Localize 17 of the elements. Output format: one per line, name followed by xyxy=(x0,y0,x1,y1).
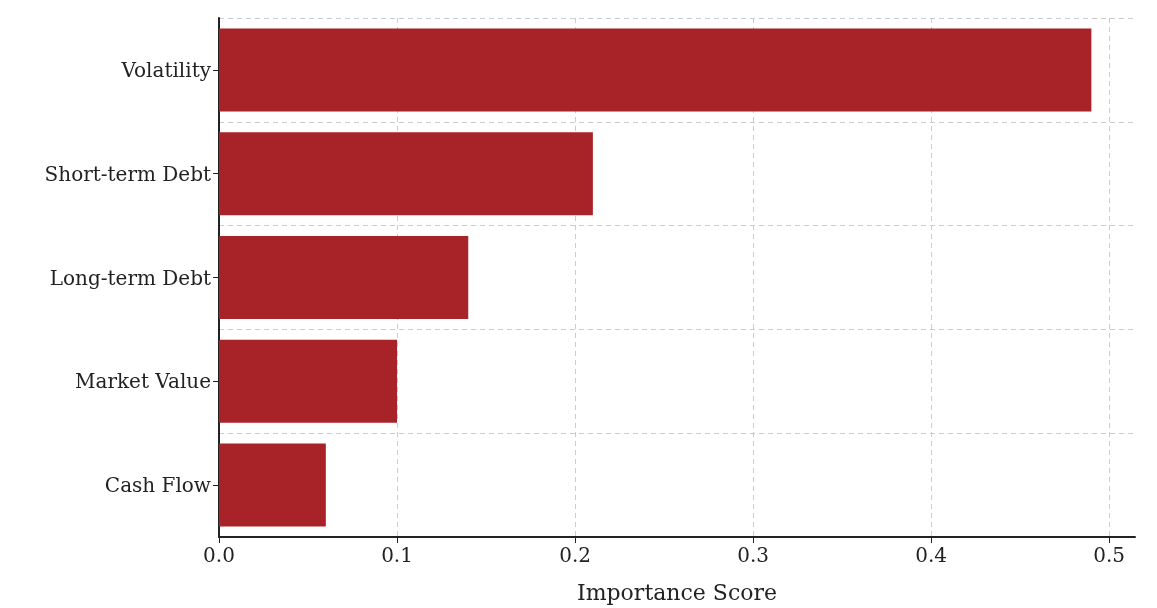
bar xyxy=(219,339,398,423)
x-tick-label: 0.5 xyxy=(1093,543,1126,567)
x-axis-title: Importance Score xyxy=(576,579,778,605)
y-tick-label: Short-term Debt xyxy=(44,161,211,186)
y-tick-label: Volatility xyxy=(120,57,212,82)
x-tick-label: 0.0 xyxy=(203,543,235,567)
y-tick-label: Market Value xyxy=(75,369,211,394)
bar xyxy=(219,132,593,216)
bar xyxy=(219,235,469,320)
x-tick-label: 0.4 xyxy=(915,543,948,567)
bar xyxy=(219,443,326,527)
bar xyxy=(219,28,1092,112)
x-tick-label: 0.2 xyxy=(559,543,591,567)
y-tick-label: Long-term Debt xyxy=(49,265,211,290)
x-tick-label: 0.1 xyxy=(381,543,413,567)
y-tick-label: Cash Flow xyxy=(104,473,211,498)
x-tick-label: 0.3 xyxy=(737,543,770,567)
